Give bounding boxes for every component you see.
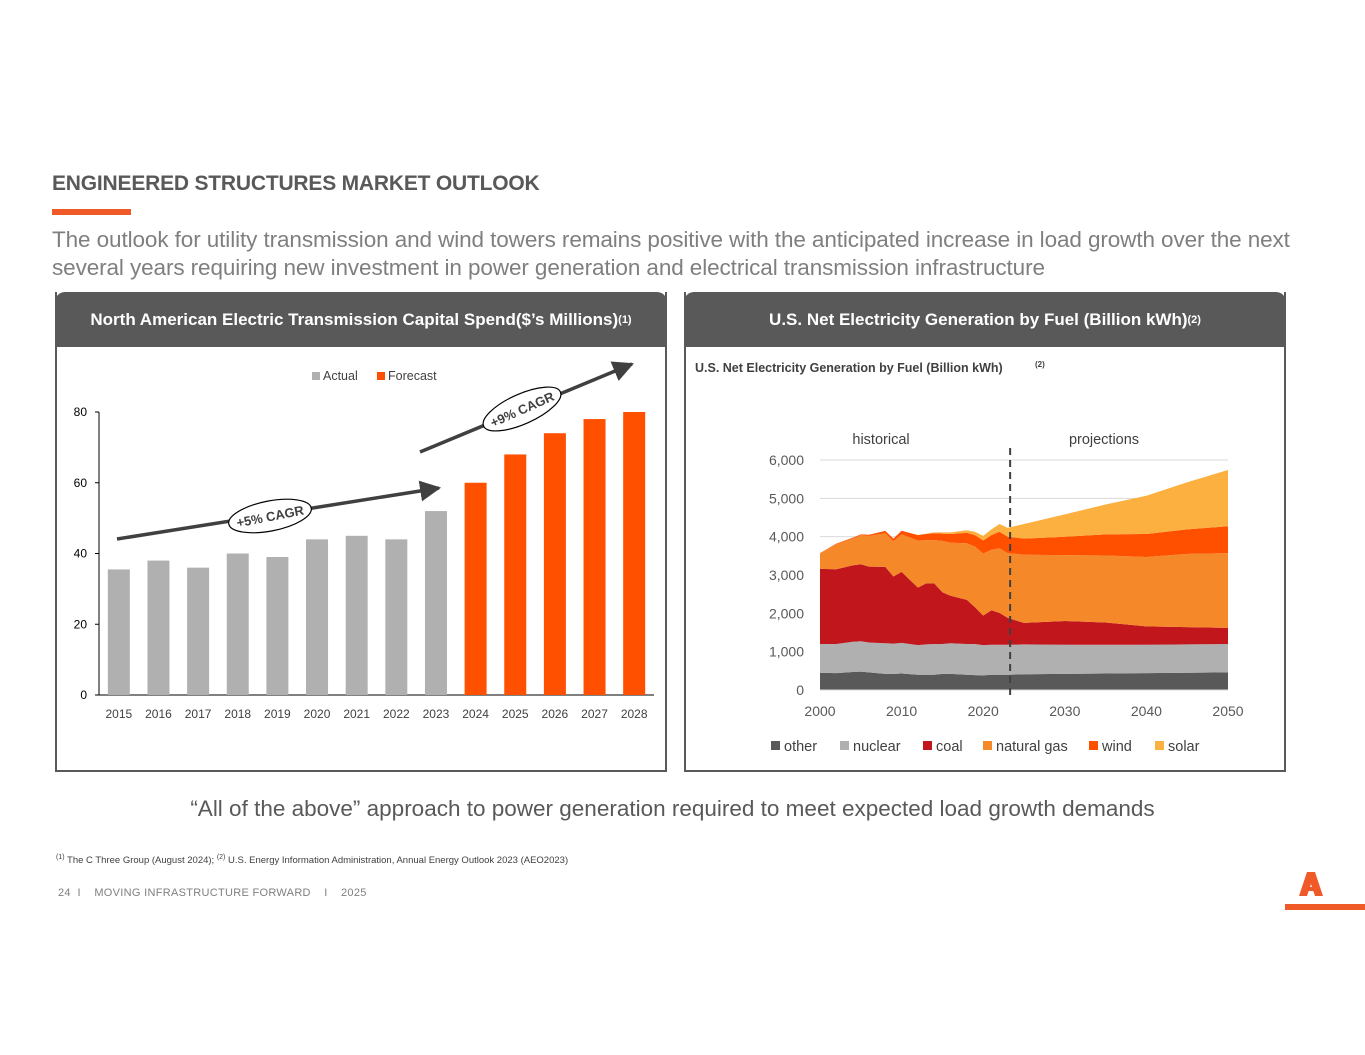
capital-spend-panel-header: North American Electric Transmission Cap… [55, 292, 667, 347]
y-tick-label: 60 [74, 476, 88, 490]
legend-swatch-coal [923, 741, 932, 750]
generation-panel: U.S. Net Electricity Generation by Fuel … [684, 292, 1286, 772]
cagr-label-actual-group: +5% CAGR [228, 498, 312, 534]
x-tick-label: 2019 [264, 707, 291, 721]
cagr-ellipse-actual [228, 498, 312, 534]
area-coal [820, 564, 1228, 646]
legend-label-natural-gas: natural gas [996, 739, 1068, 755]
bar-forecast-2025 [504, 454, 527, 695]
region-label-historical: historical [852, 432, 909, 448]
generation-area-chart: U.S. Net Electricity Generation by Fuel … [695, 360, 1244, 755]
legend-label-nuclear: nuclear [853, 739, 901, 755]
company-logo-icon [1285, 872, 1365, 910]
x-tick-label: 2026 [542, 707, 569, 721]
area-wind [820, 526, 1228, 557]
y-tick-label: 80 [74, 405, 88, 419]
quote-text: “All of the above” approach to power gen… [190, 796, 1155, 821]
legend-swatch-other [771, 741, 780, 750]
y-tick-label: 40 [74, 547, 88, 561]
legend-swatch-nuclear [840, 741, 849, 750]
legend-label-coal: coal [936, 739, 963, 755]
bar-actual-2022 [385, 539, 408, 695]
legend-label-actual: Actual [323, 369, 358, 383]
generation-header-text: U.S. Net Electricity Generation by Fuel … [769, 309, 1188, 329]
y-tick-label: 0 [80, 688, 87, 702]
x-tick-label: 2025 [502, 707, 529, 721]
legend-swatch-natural-gas [983, 741, 992, 750]
capital-spend-panel: North American Electric Transmission Cap… [55, 292, 667, 772]
legend-swatch-actual [312, 372, 320, 380]
x-tick-label: 2000 [804, 703, 835, 719]
x-tick-label: 2020 [304, 707, 331, 721]
bar-actual-2018 [226, 553, 249, 695]
area-chart-title-sup: (2) [1035, 360, 1045, 369]
bar-actual-2021 [345, 535, 368, 695]
bar-forecast-2028 [623, 412, 646, 695]
y-tick-label: 20 [74, 617, 88, 631]
x-tick-label: 2018 [224, 707, 251, 721]
x-tick-label: 2016 [145, 707, 172, 721]
title-accent-bar [52, 209, 131, 215]
bar-forecast-2027 [583, 419, 606, 695]
capital-spend-header-text: North American Electric Transmission Cap… [90, 309, 619, 329]
bar-actual-2015 [107, 569, 130, 695]
bar-actual-2020 [306, 539, 329, 695]
legend-label-solar: solar [1168, 739, 1200, 755]
bar-actual-2017 [187, 567, 210, 695]
x-tick-label: 2020 [968, 703, 999, 719]
footnote: (1) The C Three Group (August 2024); (2)… [56, 854, 568, 866]
x-tick-label: 2030 [1049, 703, 1080, 719]
legend-label-wind: wind [1101, 739, 1132, 755]
footnote-2-text: U.S. Energy Information Administration, … [225, 855, 569, 867]
generation-header-sup: (2) [1187, 313, 1201, 326]
region-label-projections: projections [1069, 432, 1139, 448]
x-tick-label: 2015 [105, 707, 132, 721]
x-tick-label: 2050 [1212, 703, 1243, 719]
cagr-label-forecast-group: +9% CAGR [482, 386, 562, 432]
bar-forecast-2026 [543, 433, 566, 695]
bar-actual-2023 [424, 511, 447, 695]
y-tick-label: 6,000 [769, 452, 804, 468]
page-subtitle: The outlook for utility transmission and… [52, 227, 1290, 280]
cagr-ellipse-forecast [482, 386, 562, 432]
x-tick-label: 2017 [185, 707, 212, 721]
x-tick-label: 2010 [886, 703, 917, 719]
generation-panel-header: U.S. Net Electricity Generation by Fuel … [684, 292, 1286, 347]
area-chart-title: U.S. Net Electricity Generation by Fuel … [695, 361, 1003, 375]
area-natural-gas [820, 533, 1228, 628]
area-other [820, 671, 1228, 690]
x-tick-label: 2023 [423, 707, 450, 721]
y-tick-label: 4,000 [769, 529, 804, 545]
capital-spend-header-sup: (1) [618, 313, 632, 326]
x-tick-label: 2022 [383, 707, 410, 721]
x-tick-label: 2021 [343, 707, 370, 721]
page-title: ENGINEERED STRUCTURES MARKET OUTLOOK [52, 172, 540, 195]
y-tick-label: 3,000 [769, 567, 804, 583]
y-tick-label: 0 [796, 682, 804, 698]
area-nuclear [820, 641, 1228, 676]
bar-actual-2019 [266, 557, 289, 695]
y-tick-label: 5,000 [769, 490, 804, 506]
legend-swatch-forecast [377, 372, 385, 380]
legend-label-other: other [784, 739, 817, 755]
y-tick-label: 1,000 [769, 644, 804, 660]
legend-swatch-solar [1155, 741, 1164, 750]
x-tick-label: 2040 [1131, 703, 1162, 719]
footnote-1-text: The C Three Group (August 2024); [64, 855, 217, 867]
y-tick-label: 2,000 [769, 605, 804, 621]
area-solar [820, 470, 1228, 554]
x-tick-label: 2028 [621, 707, 648, 721]
bar-actual-2016 [147, 560, 170, 695]
page-footer: 24 I MOVING INFRASTRUCTURE FORWARD I 202… [58, 887, 367, 899]
capital-spend-bar-chart: 0 20 40 60 80 2015 2016 2017 2018 2019 2020 2021 202… [74, 361, 654, 721]
x-tick-label: 2024 [462, 707, 489, 721]
footnote-2-mark: (2) [216, 854, 226, 861]
footnote-1-mark: (1) [56, 854, 65, 861]
x-tick-label: 2027 [581, 707, 608, 721]
legend-swatch-wind [1089, 741, 1098, 750]
legend-label-forecast: Forecast [388, 369, 437, 383]
bar-forecast-2024 [464, 482, 487, 695]
